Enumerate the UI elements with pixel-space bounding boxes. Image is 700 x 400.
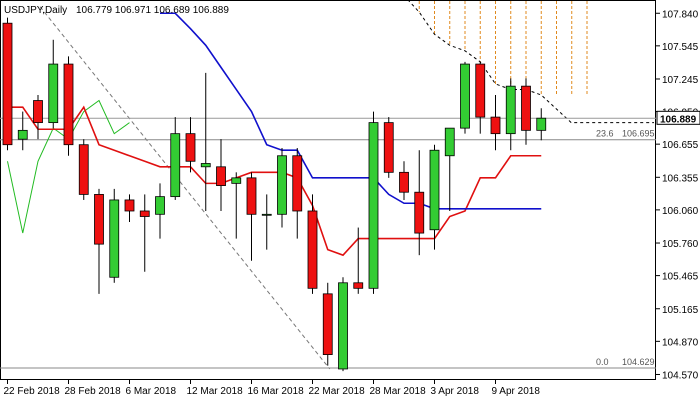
fib-price-label: 104.629	[622, 357, 655, 367]
y-tick-label: 104.570	[662, 370, 699, 381]
candle-body	[307, 210, 318, 289]
fib-ratio-label: 0.0	[596, 357, 609, 367]
candlesticks	[2, 17, 547, 372]
y-tick-label: 104.870	[662, 337, 699, 348]
plot-border	[0, 0, 656, 380]
y-tick-label: 107.245	[662, 75, 699, 86]
candle-body	[292, 155, 303, 212]
candle-body	[63, 63, 74, 146]
candle-body	[231, 177, 242, 184]
candle-body	[353, 282, 364, 289]
x-tick-label: 22 Feb 2018	[4, 386, 61, 397]
y-tick-label: 105.465	[662, 272, 699, 283]
x-tick-label: 3 Apr 2018	[431, 386, 480, 397]
x-tick-label: 28 Feb 2018	[65, 386, 122, 397]
candle-body	[368, 122, 379, 289]
blue-line	[160, 12, 542, 210]
x-tick-label: 6 Mar 2018	[126, 386, 177, 397]
candle-body	[277, 155, 287, 215]
candle-body	[94, 194, 104, 245]
fibonacci-lines: 23.6 106.695 0.0 104.629	[0, 0, 656, 370]
ohlc-values: 106.779 106.971 106.689 106.889	[76, 5, 229, 16]
candle-body	[200, 163, 211, 168]
current-price-label: 106.889	[660, 114, 697, 125]
candle-body	[490, 116, 501, 135]
fib-ratio-label: 23.6	[596, 129, 614, 139]
candle-body	[338, 282, 348, 370]
candle-body	[414, 191, 425, 234]
y-tick-label: 105.165	[662, 305, 699, 316]
candle-body	[78, 144, 89, 195]
candle-body	[170, 133, 181, 198]
candle-body	[48, 63, 59, 124]
candle-body	[536, 117, 547, 131]
candle-body	[505, 85, 516, 135]
candle-body	[246, 177, 257, 215]
y-tick-label: 105.760	[662, 239, 699, 250]
fib-price-label: 106.695	[622, 129, 655, 139]
x-tick-label: 16 Mar 2018	[248, 386, 305, 397]
candle-body	[33, 100, 43, 124]
fib-trend-line	[39, 6, 331, 370]
x-tick-label: 12 Mar 2018	[187, 386, 244, 397]
chart-title: USDJPY,Daily 106.779 106.971 106.689 106…	[4, 5, 229, 16]
y-tick-label: 106.355	[662, 173, 699, 184]
candle-body	[124, 199, 135, 212]
y-tick-label: 106.655	[662, 140, 699, 151]
x-tick-label: 9 Apr 2018	[492, 386, 541, 397]
candle-body	[185, 133, 196, 162]
candle-body	[475, 63, 486, 118]
candle-body	[444, 127, 455, 157]
y-tick-label: 106.060	[662, 206, 699, 217]
symbol-label: USDJPY,Daily	[4, 5, 67, 16]
chart-frame	[0, 0, 656, 380]
candle-body	[216, 166, 226, 186]
candle-body	[261, 213, 272, 216]
y-tick-label: 107.840	[662, 9, 699, 20]
x-tick-label: 22 Mar 2018	[309, 386, 366, 397]
candle-body	[17, 129, 28, 140]
candle-body	[2, 22, 13, 146]
axes: 107.840107.545107.245106.950106.655106.3…	[4, 9, 700, 397]
candle-body	[521, 85, 531, 131]
current-price-badge	[656, 110, 700, 125]
candle-body	[429, 149, 440, 231]
candle-body	[322, 293, 333, 355]
candle-body	[139, 210, 150, 217]
candle-body	[109, 199, 120, 278]
candle-body	[399, 171, 409, 193]
red-line	[7, 105, 542, 257]
x-tick-label: 28 Mar 2018	[370, 386, 427, 397]
candle-body	[383, 122, 394, 173]
upper-dashed-line	[407, 0, 654, 124]
y-tick-label: 107.545	[662, 42, 699, 53]
candle-body	[155, 196, 165, 215]
candle-body	[460, 63, 470, 129]
